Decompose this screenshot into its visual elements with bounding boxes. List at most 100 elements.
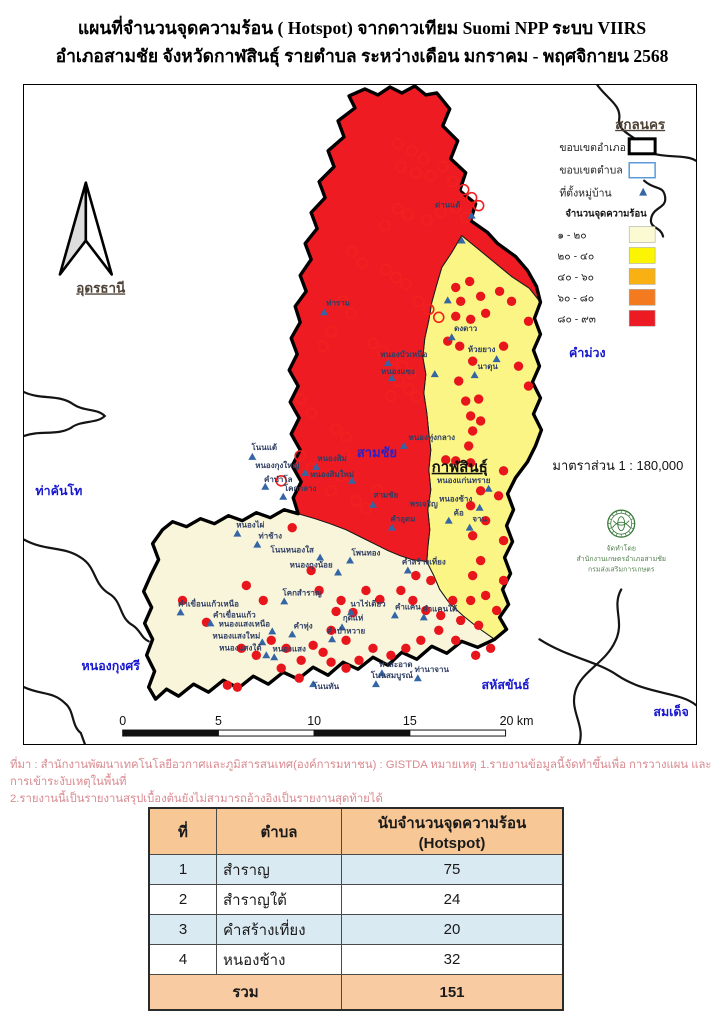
hotspot-dot bbox=[456, 296, 466, 307]
hotspot-dot bbox=[296, 655, 306, 665]
hotspot-ring bbox=[446, 175, 459, 188]
hotspot-dot bbox=[287, 522, 297, 533]
hotspot-dot bbox=[251, 650, 261, 660]
hotspot-ring bbox=[449, 201, 462, 214]
hotspot-ring bbox=[295, 393, 307, 405]
hotspot-dot bbox=[276, 663, 286, 673]
village-triangle bbox=[368, 500, 377, 508]
hotspot-dot bbox=[465, 501, 476, 511]
village-triangle bbox=[248, 452, 257, 460]
hotspot-dot bbox=[451, 635, 461, 646]
hotspot-dot bbox=[331, 606, 341, 617]
legend-class-swatch bbox=[628, 310, 656, 327]
village-triangle bbox=[288, 630, 297, 638]
hotspot-ring bbox=[340, 431, 352, 443]
village-label: หนองแสงเหนือ bbox=[219, 618, 271, 628]
cell-tambon: สำราญ bbox=[216, 854, 342, 885]
hotspot-dot bbox=[480, 515, 491, 526]
neighbor-boundary-line bbox=[643, 179, 667, 238]
agency-emblem bbox=[615, 511, 618, 515]
village-triangle bbox=[320, 308, 329, 316]
village-label: หนองกุงใหญ่ bbox=[255, 460, 299, 471]
legend-classes-title: จำนวนจุดความร้อน bbox=[565, 208, 647, 220]
hotspot-dot bbox=[473, 394, 484, 404]
hotspot-dot bbox=[266, 635, 276, 646]
map-title: แผนที่จำนวนจุดความร้อน ( Hotspot) จากดาว… bbox=[0, 14, 724, 70]
scalebar-tick-label: 0 bbox=[119, 714, 126, 728]
village-label: โคกสำราญ bbox=[282, 587, 323, 598]
village-triangle bbox=[413, 674, 422, 682]
hotspot-dot bbox=[448, 595, 458, 606]
neighbor-boundary-line bbox=[572, 588, 623, 744]
hotspot-table-wrap: ที่ ตำบล นับจำนวนจุดความร้อน (Hotspot) 1… bbox=[148, 807, 564, 1011]
hotspot-ring bbox=[325, 325, 337, 338]
neighbor-label: สหัสขันธ์ bbox=[482, 677, 530, 692]
hotspot-ring bbox=[390, 271, 402, 284]
village-label: สามชัย bbox=[374, 491, 399, 500]
hotspot-dot bbox=[416, 635, 426, 646]
hotspot-dot bbox=[475, 416, 486, 426]
neighbor-boundary-line bbox=[24, 538, 150, 643]
village-triangle bbox=[334, 568, 343, 576]
hotspot-dot bbox=[456, 615, 466, 626]
village-triangle bbox=[475, 503, 484, 511]
hotspot-dot bbox=[326, 657, 336, 667]
village-triangle bbox=[383, 359, 392, 367]
village-label: หนองช้าง bbox=[439, 494, 472, 504]
hotspot-ring bbox=[413, 295, 425, 308]
village-label: ท่าช้าง bbox=[259, 531, 283, 541]
hotspot-dot bbox=[467, 570, 478, 581]
hotspot-dot bbox=[308, 640, 318, 650]
legend-class-label: ๖๐ - ๘๐ bbox=[557, 293, 594, 304]
village-label: คำป่าโล bbox=[264, 474, 293, 484]
hotspot-dot bbox=[441, 455, 451, 465]
hotspot-count-table: ที่ ตำบล นับจำนวนจุดความร้อน (Hotspot) 1… bbox=[148, 807, 564, 1011]
hotspot-ring bbox=[380, 263, 392, 276]
village-label: ห้วยยาง bbox=[468, 344, 496, 354]
village-triangle bbox=[279, 492, 288, 500]
district-outer-boundary bbox=[141, 85, 544, 701]
hotspot-ring bbox=[411, 391, 423, 403]
hotspot-dot bbox=[436, 610, 446, 621]
hotspot-dot bbox=[485, 643, 496, 653]
village-label: ท่านาจาน bbox=[415, 665, 450, 674]
table-total-label: รวม bbox=[148, 974, 342, 1011]
village-triangle bbox=[470, 371, 479, 379]
village-label: พรเจริญ bbox=[410, 500, 438, 510]
village-label: โนนสมบูรณ์ bbox=[370, 670, 414, 681]
hotspot-ring bbox=[360, 502, 372, 515]
hotspot-dot bbox=[498, 466, 509, 476]
village-label: หนองแสงใหม่ bbox=[213, 630, 261, 640]
agency-emblem bbox=[615, 533, 618, 536]
agency-emblem bbox=[628, 530, 631, 534]
neighbor-boundary-line bbox=[24, 390, 107, 438]
village-label: โคกกลาง bbox=[283, 483, 317, 493]
hotspot-dot bbox=[361, 585, 371, 596]
hotspot-dot bbox=[464, 276, 475, 287]
cell-no: 1 bbox=[148, 854, 217, 885]
village-triangle bbox=[262, 651, 271, 659]
cell-count: 32 bbox=[341, 944, 564, 975]
cell-count: 20 bbox=[341, 914, 564, 945]
village-triangle bbox=[387, 374, 396, 382]
hotspot-ring bbox=[472, 199, 485, 212]
hotspot-dot bbox=[222, 680, 233, 690]
hotspot-ring bbox=[337, 295, 349, 308]
hotspot-dot bbox=[491, 605, 502, 616]
agency-emblem bbox=[624, 533, 627, 536]
village-triangle bbox=[447, 333, 456, 341]
hotspot-dot bbox=[396, 585, 406, 596]
hotspot-dot bbox=[294, 673, 304, 683]
hotspot-ring bbox=[367, 337, 379, 349]
hotspot-ring bbox=[305, 407, 317, 419]
neighbor-label: อุดรธานี bbox=[76, 280, 126, 296]
village-triangle bbox=[258, 638, 267, 646]
agency-emblem bbox=[617, 516, 626, 532]
hotspot-dot bbox=[467, 356, 478, 366]
tambon-boundary-swatch bbox=[628, 162, 656, 179]
hotspot-dot bbox=[354, 655, 364, 665]
village-label: หนองกุงน้อย bbox=[290, 560, 333, 571]
agency-emblem bbox=[611, 520, 631, 528]
cell-no: 3 bbox=[148, 914, 217, 945]
village-triangle bbox=[444, 516, 453, 524]
